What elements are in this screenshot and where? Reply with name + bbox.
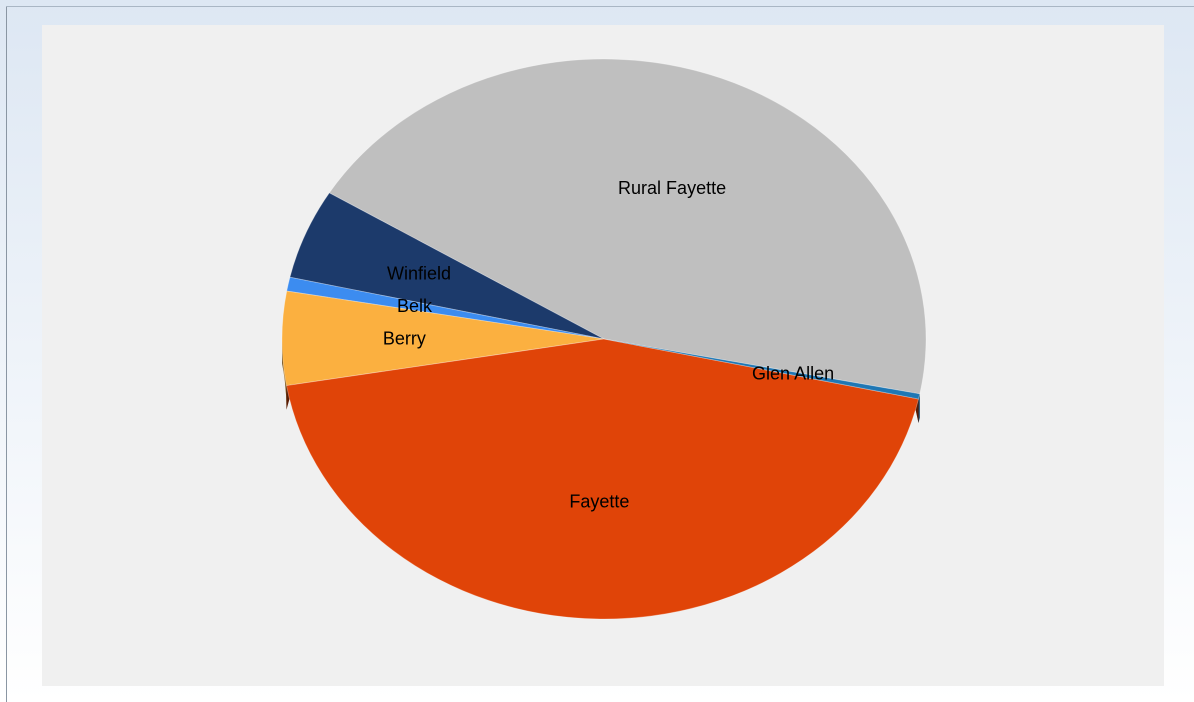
pie-label-winfield: Winfield	[387, 264, 451, 284]
pie-slice-rural-fayette[interactable]	[328, 58, 927, 395]
pie-slice-belk[interactable]	[286, 276, 605, 340]
pie-label-rural-fayette: Rural Fayette	[618, 178, 726, 198]
pie-label-fayette: Fayette	[569, 491, 629, 511]
pie-label-glen-allen: Glen Allen	[752, 363, 834, 383]
chart-frame-top-border	[6, 6, 1194, 7]
pie-slice-glen-allen[interactable]	[603, 338, 921, 400]
pie-slice-berry[interactable]	[281, 290, 605, 387]
pie-labels: Rural Fayette Winfield Belk Berry Fayette Gle…	[383, 178, 834, 512]
pie-slice-winfield[interactable]	[289, 192, 605, 340]
pie-slice-fayette[interactable]	[286, 338, 920, 620]
pie-label-belk: Belk	[397, 296, 433, 316]
pie-side-shading-glen-allen	[918, 393, 920, 424]
chart-frame-left-border	[6, 6, 7, 702]
pie-label-berry: Berry	[383, 329, 426, 349]
pie-slices	[281, 58, 927, 620]
